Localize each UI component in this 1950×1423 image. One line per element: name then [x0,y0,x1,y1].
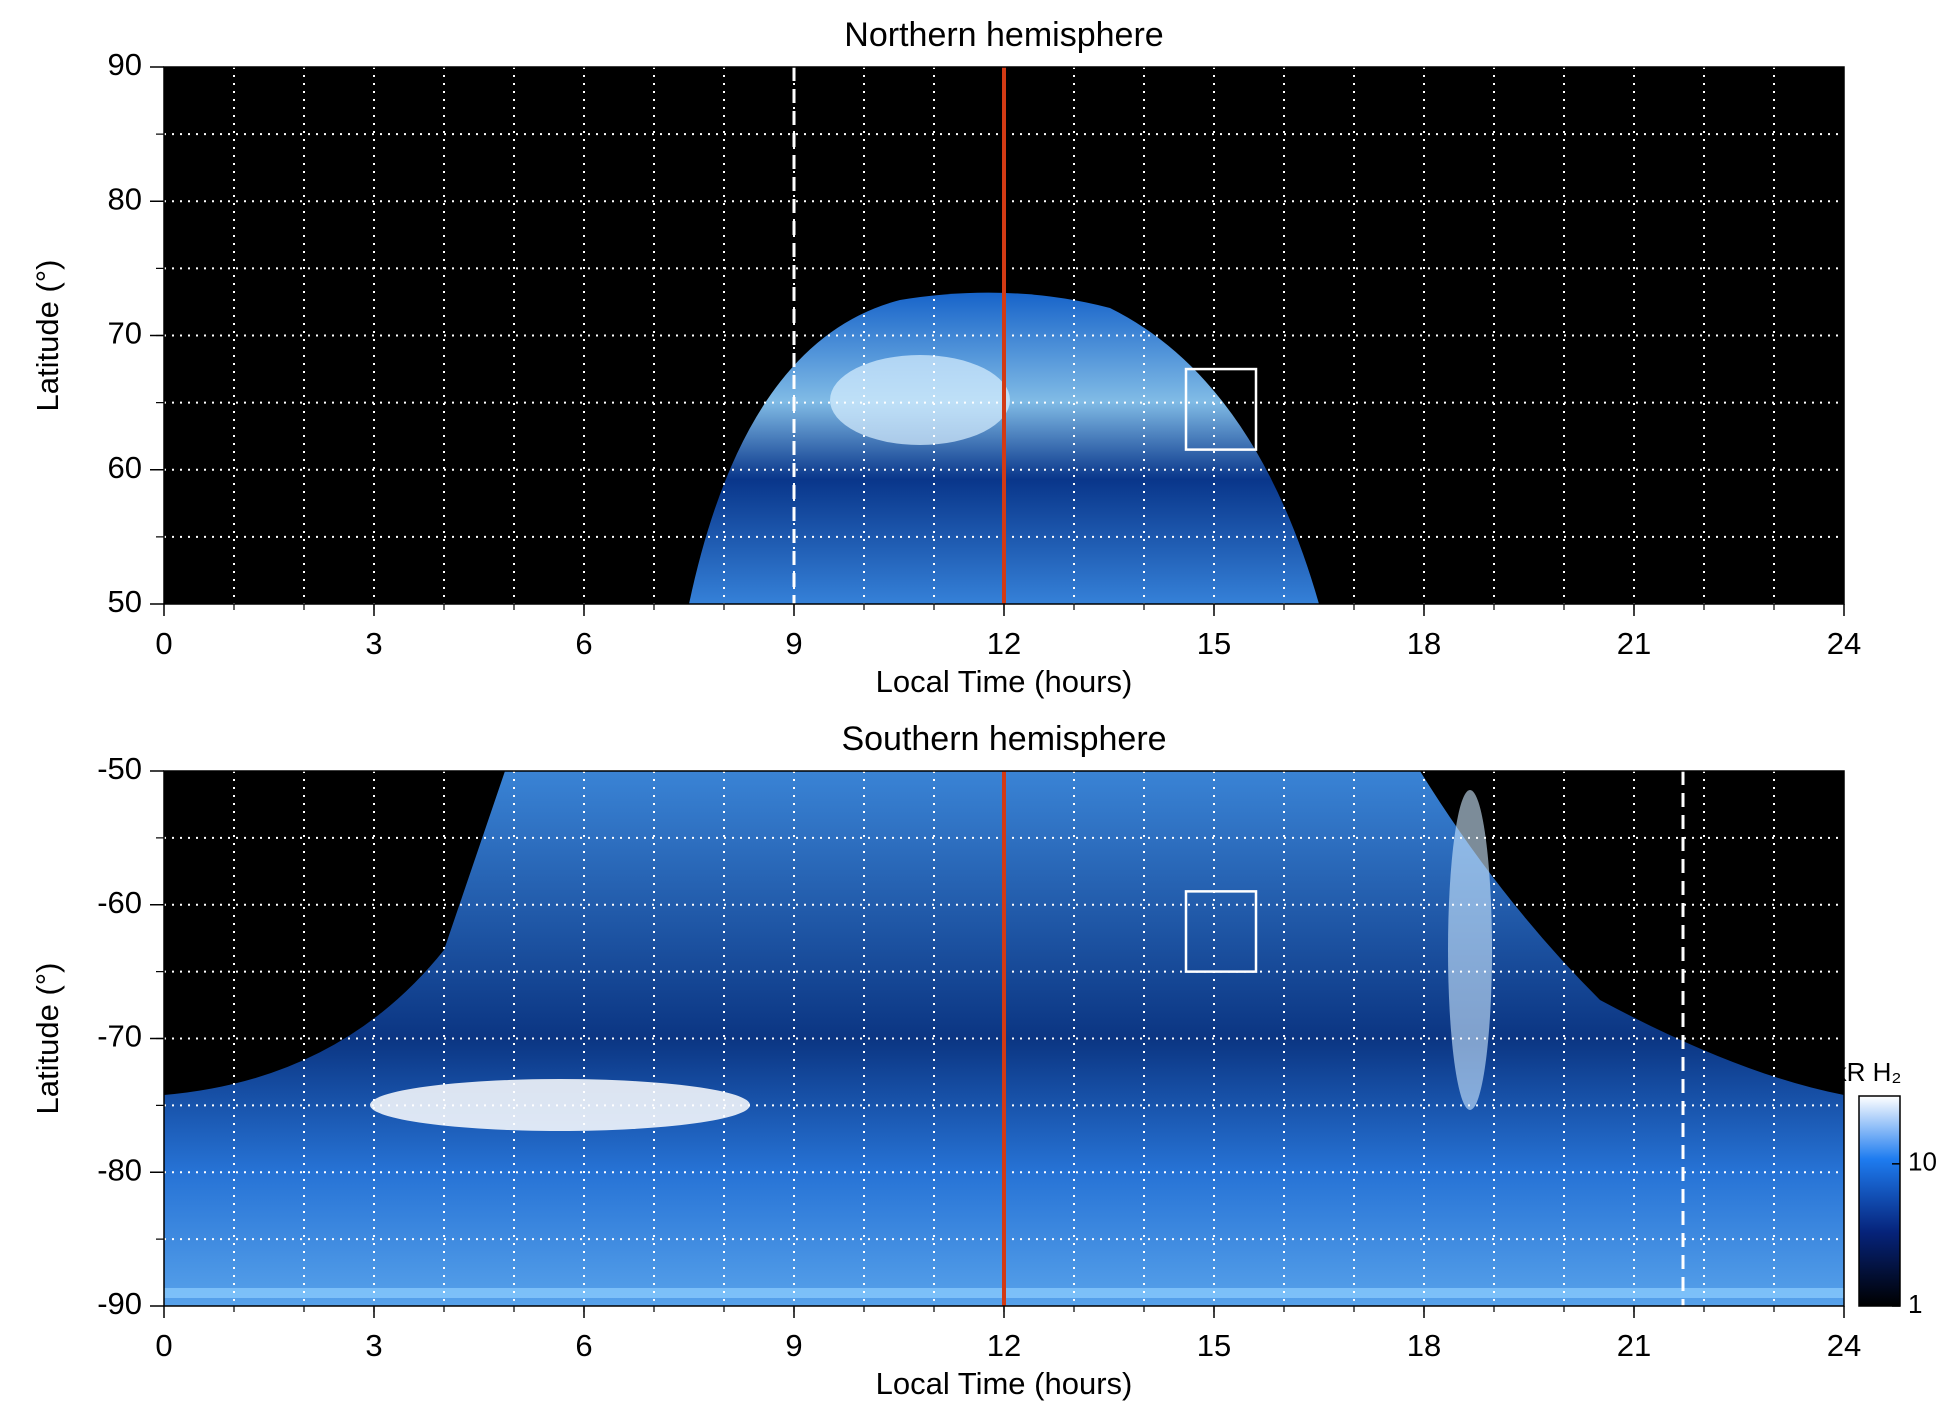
x-tick-label: 15 [1197,626,1231,661]
x-tick-label: 6 [575,1328,592,1363]
x-tick-label: 0 [155,1328,172,1363]
colorbar [1858,1095,1901,1307]
x-tick-label: 15 [1197,1328,1231,1363]
y-tick-label: -50 [97,751,142,786]
x-tick-label: 9 [785,626,802,661]
y-tick-label: 60 [108,450,142,485]
y-tick-label: 80 [108,181,142,216]
x-tick-label: 21 [1617,1328,1651,1363]
y-tick-label: -70 [97,1019,142,1054]
x-tick-label: 21 [1617,626,1651,661]
x-axis-label: Local Time (hours) [876,664,1133,699]
chart-title: Northern hemisphere [844,16,1163,54]
y-axis-label: Latitude (°) [30,260,65,412]
x-tick-label: 12 [987,1328,1021,1363]
x-axis-label: Local Time (hours) [876,1366,1133,1401]
north-panel: 0 3 6 9 12 15 18 21 24 50 60 70 80 90 Northern hemisph… [30,16,1861,699]
south-panel: 0 3 6 9 12 15 18 21 24 -90 -80 -70 -60 -50 Southern he… [30,720,1937,1401]
x-tick-label: 3 [365,626,382,661]
y-tick-label: -90 [97,1286,142,1321]
x-tick-label: 18 [1407,1328,1441,1363]
x-tick-label: 24 [1827,1328,1861,1363]
chart-title: Southern hemisphere [841,720,1166,758]
y-tick-label: 50 [108,584,142,619]
region-box [1184,890,1258,973]
x-tick-label: 6 [575,626,592,661]
x-tick-label: 9 [785,1328,802,1363]
colorbar-tick-label: 1 [1908,1289,1922,1319]
x-tick-label: 0 [155,626,172,661]
x-tick-label: 18 [1407,626,1441,661]
y-tick-label: -60 [97,885,142,920]
x-tick-label: 24 [1827,626,1861,661]
y-axis-label: Latitude (°) [30,963,65,1115]
y-tick-label: -80 [97,1152,142,1187]
y-tick-label: 70 [108,316,142,351]
y-tick-label: 90 [108,47,142,82]
region-box [1184,367,1258,451]
x-tick-label: 3 [365,1328,382,1363]
colorbar-tick-label: 10 [1908,1147,1937,1177]
emission-bright [1448,790,1492,1110]
x-tick-label: 12 [987,626,1021,661]
emission-bright [830,355,1010,445]
colorbar-label: kR H₂ [1834,1057,1902,1087]
